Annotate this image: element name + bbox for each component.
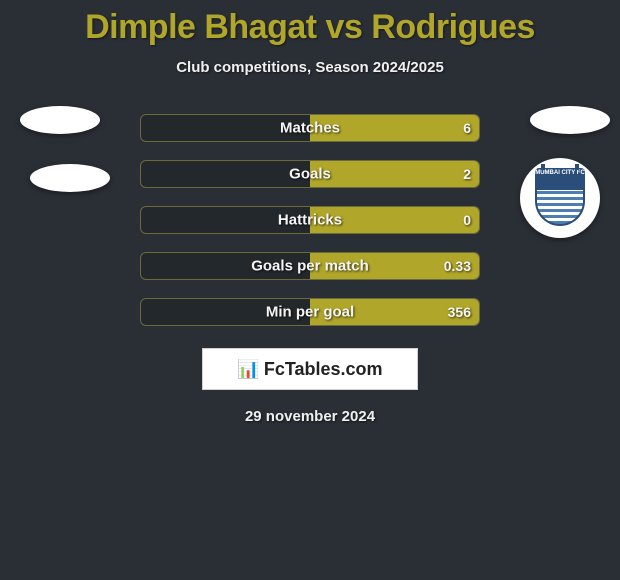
source-text: FcTables.com [264,359,383,380]
bar-row: Min per goal 356 [140,298,480,326]
bar-value-right: 6 [463,120,471,136]
bar-value-right: 2 [463,166,471,182]
bar-label: Min per goal [266,304,354,321]
club-left-avatar [30,164,110,192]
player-left-avatar [20,106,100,134]
club-right-avatar: MUMBAI CITY FC [520,158,600,238]
bar-label: Goals per match [251,258,369,275]
bar-value-right: 0.33 [444,258,471,274]
bar-label: Matches [280,120,340,137]
bar-label: Goals [289,166,331,183]
bar-row: Goals per match 0.33 [140,252,480,280]
club-badge-icon: MUMBAI CITY FC [535,168,585,228]
bar-row: Matches 6 [140,114,480,142]
bar-fill-right [310,161,479,187]
footer-date: 29 november 2024 [0,408,620,425]
bar-row: Hattricks 0 [140,206,480,234]
subtitle: Club competitions, Season 2024/2025 [0,59,620,76]
source-logo: 📊 FcTables.com [202,348,418,390]
bar-list: Matches 6 Goals 2 Hattricks 0 Goals per … [140,114,480,326]
page-title: Dimple Bhagat vs Rodrigues [0,0,620,47]
bar-row: Goals 2 [140,160,480,188]
bar-label: Hattricks [278,212,342,229]
club-badge-name: MUMBAI CITY FC [535,168,585,190]
player-right-avatar [530,106,610,134]
bar-value-right: 0 [463,212,471,228]
comparison-chart: MUMBAI CITY FC Matches 6 Goals 2 Hattric… [0,114,620,425]
chart-icon: 📊 [237,359,259,380]
bar-value-right: 356 [448,304,471,320]
